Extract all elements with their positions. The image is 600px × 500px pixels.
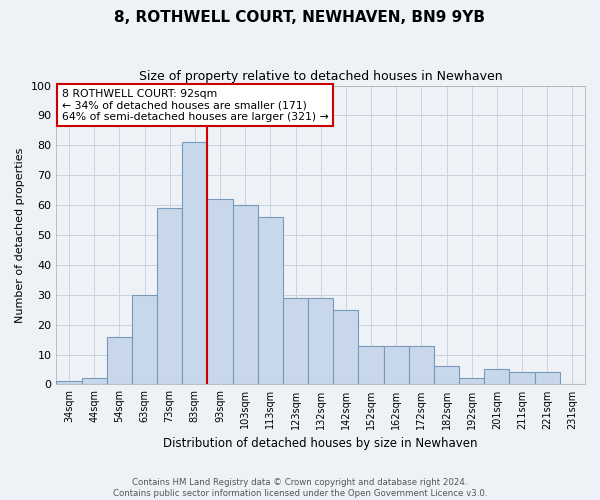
Bar bbox=[383, 346, 409, 385]
Bar bbox=[409, 346, 434, 385]
Bar bbox=[535, 372, 560, 384]
Bar bbox=[258, 217, 283, 384]
Bar bbox=[82, 378, 107, 384]
Bar bbox=[459, 378, 484, 384]
Text: 8, ROTHWELL COURT, NEWHAVEN, BN9 9YB: 8, ROTHWELL COURT, NEWHAVEN, BN9 9YB bbox=[115, 10, 485, 25]
Bar bbox=[434, 366, 459, 384]
X-axis label: Distribution of detached houses by size in Newhaven: Distribution of detached houses by size … bbox=[163, 437, 478, 450]
Bar bbox=[509, 372, 535, 384]
Bar bbox=[358, 346, 383, 385]
Y-axis label: Number of detached properties: Number of detached properties bbox=[15, 148, 25, 322]
Bar bbox=[132, 295, 157, 384]
Text: 8 ROTHWELL COURT: 92sqm
← 34% of detached houses are smaller (171)
64% of semi-d: 8 ROTHWELL COURT: 92sqm ← 34% of detache… bbox=[62, 88, 328, 122]
Text: Contains HM Land Registry data © Crown copyright and database right 2024.
Contai: Contains HM Land Registry data © Crown c… bbox=[113, 478, 487, 498]
Bar bbox=[333, 310, 358, 384]
Bar bbox=[107, 336, 132, 384]
Title: Size of property relative to detached houses in Newhaven: Size of property relative to detached ho… bbox=[139, 70, 503, 83]
Bar bbox=[283, 298, 308, 384]
Bar bbox=[308, 298, 333, 384]
Bar bbox=[56, 382, 82, 384]
Bar bbox=[233, 205, 258, 384]
Bar bbox=[157, 208, 182, 384]
Bar bbox=[182, 142, 208, 384]
Bar bbox=[484, 370, 509, 384]
Bar bbox=[208, 199, 233, 384]
